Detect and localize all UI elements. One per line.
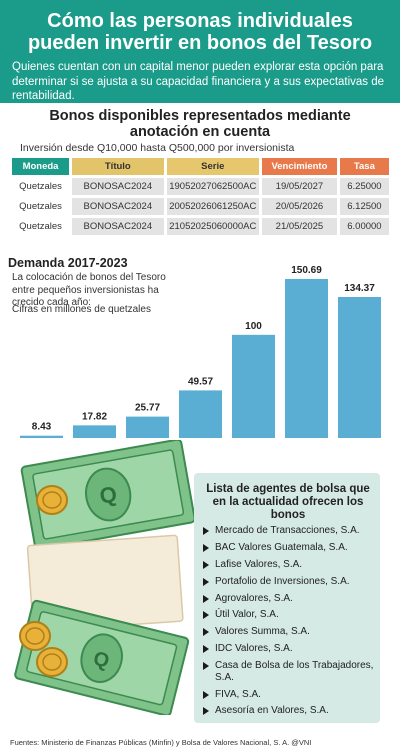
bonds-title-line-1: Bonos disponibles representados mediante [49,108,351,124]
arrow-right-icon [203,611,209,620]
table-row: Quetzales BONOSAC2024 21052025060000AC 2… [12,218,389,235]
list-item: Lafise Valores, S.A. [203,559,375,571]
list-item: Agrovalores, S.A. [203,593,375,605]
arrow-right-icon [203,527,209,535]
agent-name: Agrovalores, S.A. [215,592,293,604]
cell-serie: 20052026061250AC [166,198,260,215]
data-label: 49.57 [188,376,213,387]
bar-2020 [179,390,222,438]
list-item: Valores Summa, S.A. [203,626,375,638]
cell-tasa: 6.25000 [339,178,389,195]
cell-serie: 21052025060000AC [166,218,260,235]
arrow-right-icon [203,645,209,654]
arrow-right-icon [203,690,209,699]
sources-footer: Fuentes: Ministerio de Finanzas Públicas… [10,738,312,747]
arrow-right-icon [203,594,209,603]
bar-2021 [232,334,275,438]
cell-tasa: 6.12500 [339,198,389,215]
arrow-right-icon [203,543,209,552]
data-label: 100 [245,321,262,332]
svg-text:Q: Q [91,648,111,673]
arrow-right-icon [203,560,209,569]
data-label: 25.77 [135,403,160,414]
list-item: BAC Valores Guatemala, S.A. [203,542,375,554]
data-label: 150.69 [291,265,322,276]
cell-tasa: 6.00000 [339,218,389,235]
arrow-right-icon [203,577,209,586]
data-label: 8.43 [32,422,52,433]
agent-name: Mercado de Transacciones, S.A. [215,525,360,536]
list-item: IDC Valores, S.A. [203,643,375,655]
agent-name: Asesoría en Valores, S.A. [215,705,329,717]
column-header-serie: Serie [166,158,260,175]
column-header-vencimiento: Vencimiento [262,158,337,175]
demand-bar-chart: 8.43201717.82201825.77201949.57202010020… [20,265,381,438]
money-bills-coins-icon: Q Q [14,440,196,715]
cell-titulo: BONOSAC2024 [72,218,164,235]
agent-name: Portafolio de Inversiones, S.A. [215,575,350,587]
list-item: Asesoría en Valores, S.A. [203,705,375,717]
cell-serie: 19052027062500AC [166,178,260,195]
bar-2023 [338,296,381,438]
cell-moneda: Quetzales [12,198,70,215]
table-header-row: Moneda Título Serie Vencimiento Tasa [12,158,389,175]
table-row: Quetzales BONOSAC2024 20052026061250AC 2… [12,198,389,215]
arrow-right-icon [203,707,209,716]
column-header-titulo: Título [72,158,164,175]
list-item: Mercado de Transacciones, S.A. [203,525,375,537]
table-row: Quetzales BONOSAC2024 19052027062500AC 1… [12,178,389,195]
agents-panel [194,473,380,723]
cell-vencimiento: 20/05/2026 [262,198,337,215]
agent-name: Útil Valor, S.A. [215,609,279,621]
page-title: Cómo las personas individuales pueden in… [27,10,373,54]
cell-moneda: Quetzales [12,178,70,195]
cell-moneda: Quetzales [12,218,70,235]
bar-2022 [285,279,328,438]
list-item: FIVA, S.A. [203,689,375,701]
list-item: Portafolio de Inversiones, S.A. [203,576,375,588]
column-header-moneda: Moneda [12,158,70,175]
cell-titulo: BONOSAC2024 [72,198,164,215]
demand-title: Demanda 2017-2023 [8,256,128,270]
list-item: Casa de Bolsa de los Trabajadores, S.A. [203,660,375,683]
data-label: 17.82 [82,411,107,422]
column-header-tasa: Tasa [339,158,389,175]
agents-list: Mercado de Transacciones, S.A. BAC Valore… [203,525,375,722]
agent-name: Casa de Bolsa de los Trabajadores, S.A. [215,660,374,683]
svg-text:Q: Q [98,481,119,509]
cell-titulo: BONOSAC2024 [72,178,164,195]
demand-description: La colocación de bonos del Tesoro entre … [12,272,166,308]
agent-name: IDC Valores, S.A. [215,643,293,655]
bar-2017 [20,435,63,438]
bonds-section-title: Bonos disponibles representados mediante… [0,108,400,140]
cell-vencimiento: 21/05/2025 [262,218,337,235]
intro-text: Quienes cuentan con un capital menor pue… [12,61,385,102]
bar-2019 [126,416,169,438]
arrow-right-icon [203,628,209,637]
bonds-title-line-2: anotación en cuenta [129,124,271,140]
data-label: 134.37 [344,283,375,294]
agent-name: BAC Valores Guatemala, S.A. [215,541,348,553]
agent-name: FIVA, S.A. [215,688,261,700]
investment-note: Inversión desde Q10,000 hasta Q500,000 p… [20,142,295,154]
cell-vencimiento: 19/05/2027 [262,178,337,195]
agents-title: Lista de agentes de bolsa que en la actu… [206,483,370,521]
arrow-right-icon [203,662,209,671]
bar-2018 [73,425,116,438]
list-item: Útil Valor, S.A. [203,609,375,621]
agent-name: Lafise Valores, S.A. [215,558,303,570]
agent-name: Valores Summa, S.A. [215,626,310,638]
header-banner: Cómo las personas individuales pueden in… [0,0,400,103]
bonds-table: Moneda Título Serie Vencimiento Tasa Que… [12,158,389,238]
demand-units-label: Cifras en millones de quetzales [12,304,151,315]
